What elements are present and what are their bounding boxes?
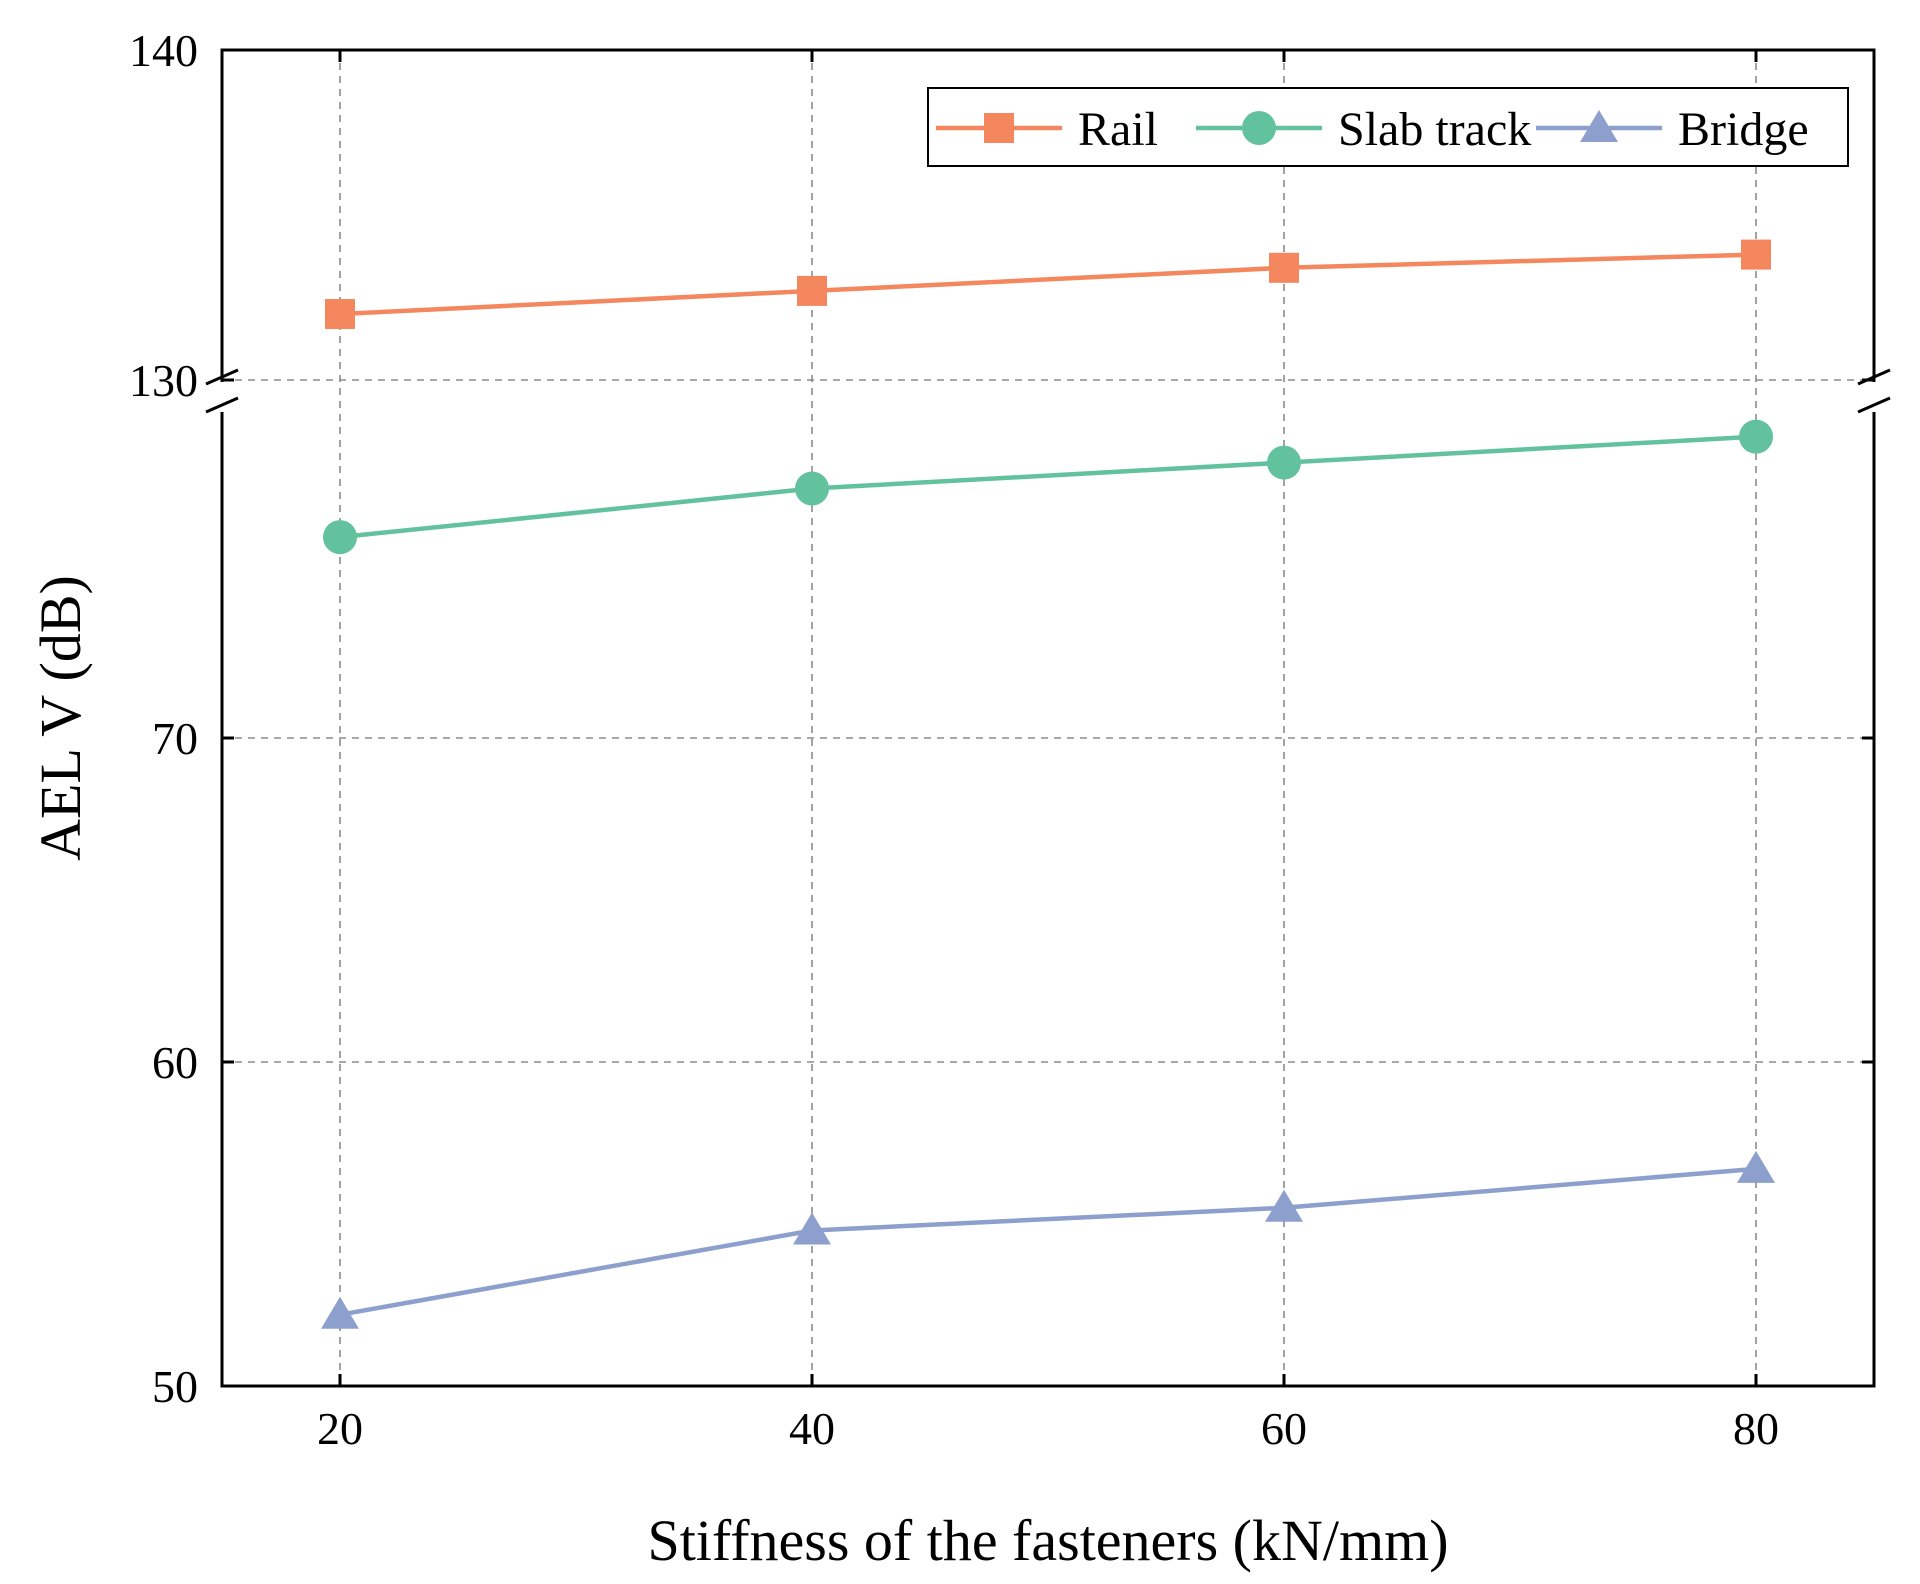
- legend: Rail Slab track Bridge: [927, 87, 1849, 167]
- plot-frame: [220, 48, 1876, 1388]
- break-slash: [1857, 396, 1891, 414]
- break-slash: [1857, 368, 1891, 386]
- data-point: [797, 275, 827, 306]
- y-tick-label: 130: [129, 355, 198, 406]
- data-point: [1267, 445, 1301, 480]
- data-point: [984, 113, 1014, 143]
- legend-box: [927, 87, 1849, 167]
- legend-label: Rail: [1078, 103, 1158, 156]
- axis-break: [205, 368, 1891, 414]
- break-gap-right: [1870, 382, 1878, 412]
- data-point: [1739, 419, 1773, 454]
- data-point: [795, 471, 829, 506]
- y-tick-label: 70: [152, 713, 198, 764]
- x-tick-label: 20: [317, 1403, 363, 1454]
- x-tick-label: 80: [1733, 1403, 1779, 1454]
- axis-layer: 20 40 60 80 50 60 70 130 140: [129, 25, 1874, 1454]
- y-tick-label: 50: [152, 1361, 198, 1412]
- data-point: [325, 299, 355, 329]
- legend-item: Slab track: [1196, 103, 1531, 156]
- series-slab-track: [323, 419, 1773, 555]
- data-point: [1265, 1189, 1303, 1222]
- data-point: [321, 1296, 359, 1329]
- break-slash: [205, 396, 239, 414]
- series-line: [339, 252, 1757, 317]
- legend-label: Slab track: [1338, 103, 1531, 156]
- y-tick-label: 140: [129, 25, 198, 76]
- data-point: [1741, 239, 1771, 270]
- y-tick-label: 60: [152, 1037, 198, 1088]
- data-point: [1269, 252, 1299, 283]
- x-axis-title: Stiffness of the fasteners (kN/mm): [647, 1508, 1448, 1573]
- break-slash: [205, 368, 239, 386]
- x-tick-label: 40: [789, 1403, 835, 1454]
- legend-label: Bridge: [1678, 103, 1809, 156]
- data-point: [1580, 110, 1618, 142]
- break-gap-left: [218, 382, 226, 412]
- data-point: [1242, 111, 1276, 145]
- data-point: [793, 1212, 831, 1245]
- series-line: [339, 434, 1757, 540]
- x-tick-label: 60: [1261, 1403, 1307, 1454]
- y-axis-title: AEL V (dB): [28, 575, 93, 861]
- data-point: [1737, 1150, 1775, 1183]
- data-point: [323, 520, 357, 555]
- series-rail: [325, 239, 1771, 329]
- series-bridge: [321, 1150, 1775, 1329]
- legend-item: Bridge: [1536, 103, 1809, 156]
- legend-item: Rail: [936, 103, 1158, 156]
- grid-layer: [222, 49, 1874, 1386]
- series-layer: [321, 239, 1775, 1329]
- series-line: [339, 1166, 1757, 1317]
- legend-items: Rail Slab track Bridge: [936, 103, 1809, 156]
